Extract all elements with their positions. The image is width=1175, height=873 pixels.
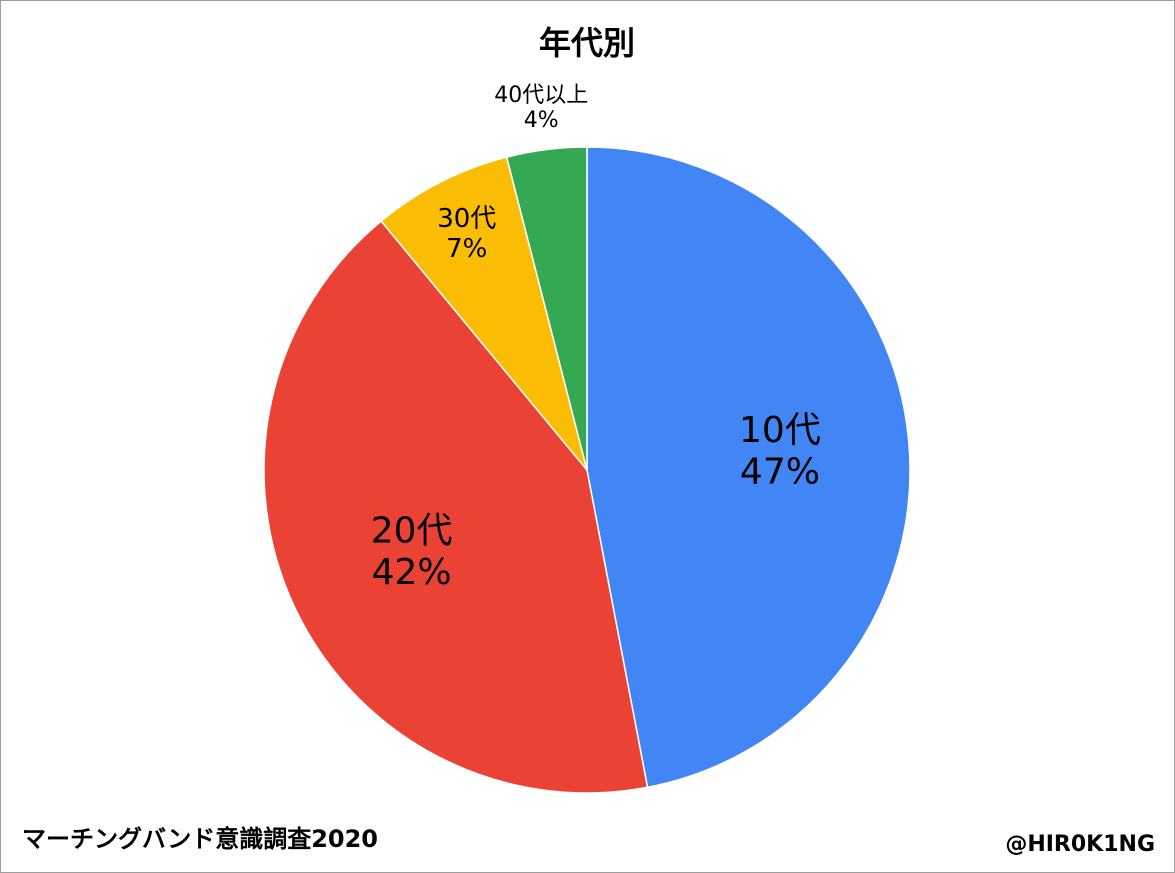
value-label: 47%	[740, 451, 820, 492]
value-label: 42%	[372, 552, 452, 593]
slice-label: 10代	[739, 410, 821, 451]
footer-right: @HIR0K1NG	[1005, 832, 1155, 857]
pie-slice	[380, 156, 588, 471]
value-label: 7%	[446, 234, 487, 264]
pie-slice	[505, 146, 588, 471]
footer-left: マーチングバンド意識調査2020	[22, 825, 378, 853]
slice-label: 30代	[437, 204, 496, 234]
value-label: 4%	[524, 108, 559, 133]
slice-label: 20代	[371, 511, 453, 552]
pie-slice	[263, 220, 649, 794]
chart-title: 年代別	[539, 24, 635, 62]
pie-slice	[586, 146, 911, 789]
slice-label: 40代以上	[494, 83, 588, 108]
